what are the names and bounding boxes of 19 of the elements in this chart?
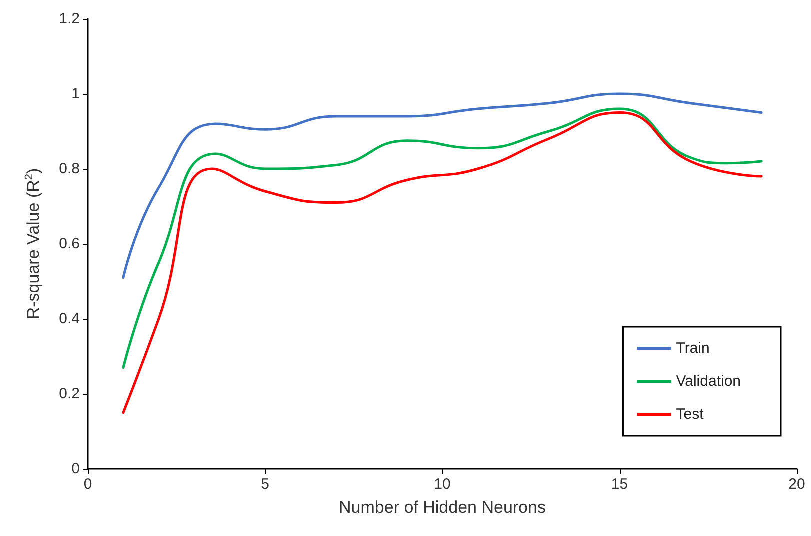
- y-tick-label: 0.6: [59, 236, 80, 252]
- y-tick-label: 1: [72, 86, 80, 102]
- y-tick-label: 0.2: [59, 386, 80, 402]
- legend-label: Test: [676, 406, 705, 423]
- x-axis-title: Number of Hidden Neurons: [339, 498, 546, 517]
- x-tick-label: 0: [84, 476, 92, 493]
- x-tick-label: 10: [434, 476, 451, 493]
- y-tick-label: 0.8: [59, 160, 80, 178]
- line-series: [122, 108, 763, 369]
- y-tick-label: 0.4: [59, 310, 80, 328]
- x-tick-label: 5: [261, 476, 270, 493]
- line-series: [122, 92, 763, 279]
- y-axis-title: R-square Value (R2): [24, 168, 43, 320]
- x-tick-label: 20: [788, 476, 806, 493]
- legend-label: Train: [676, 340, 710, 357]
- y-tick-label: 1.2: [59, 10, 80, 28]
- x-tick-label: 15: [611, 476, 628, 493]
- legend-label: Validation: [676, 373, 742, 390]
- y-tick-label: 0: [72, 460, 80, 478]
